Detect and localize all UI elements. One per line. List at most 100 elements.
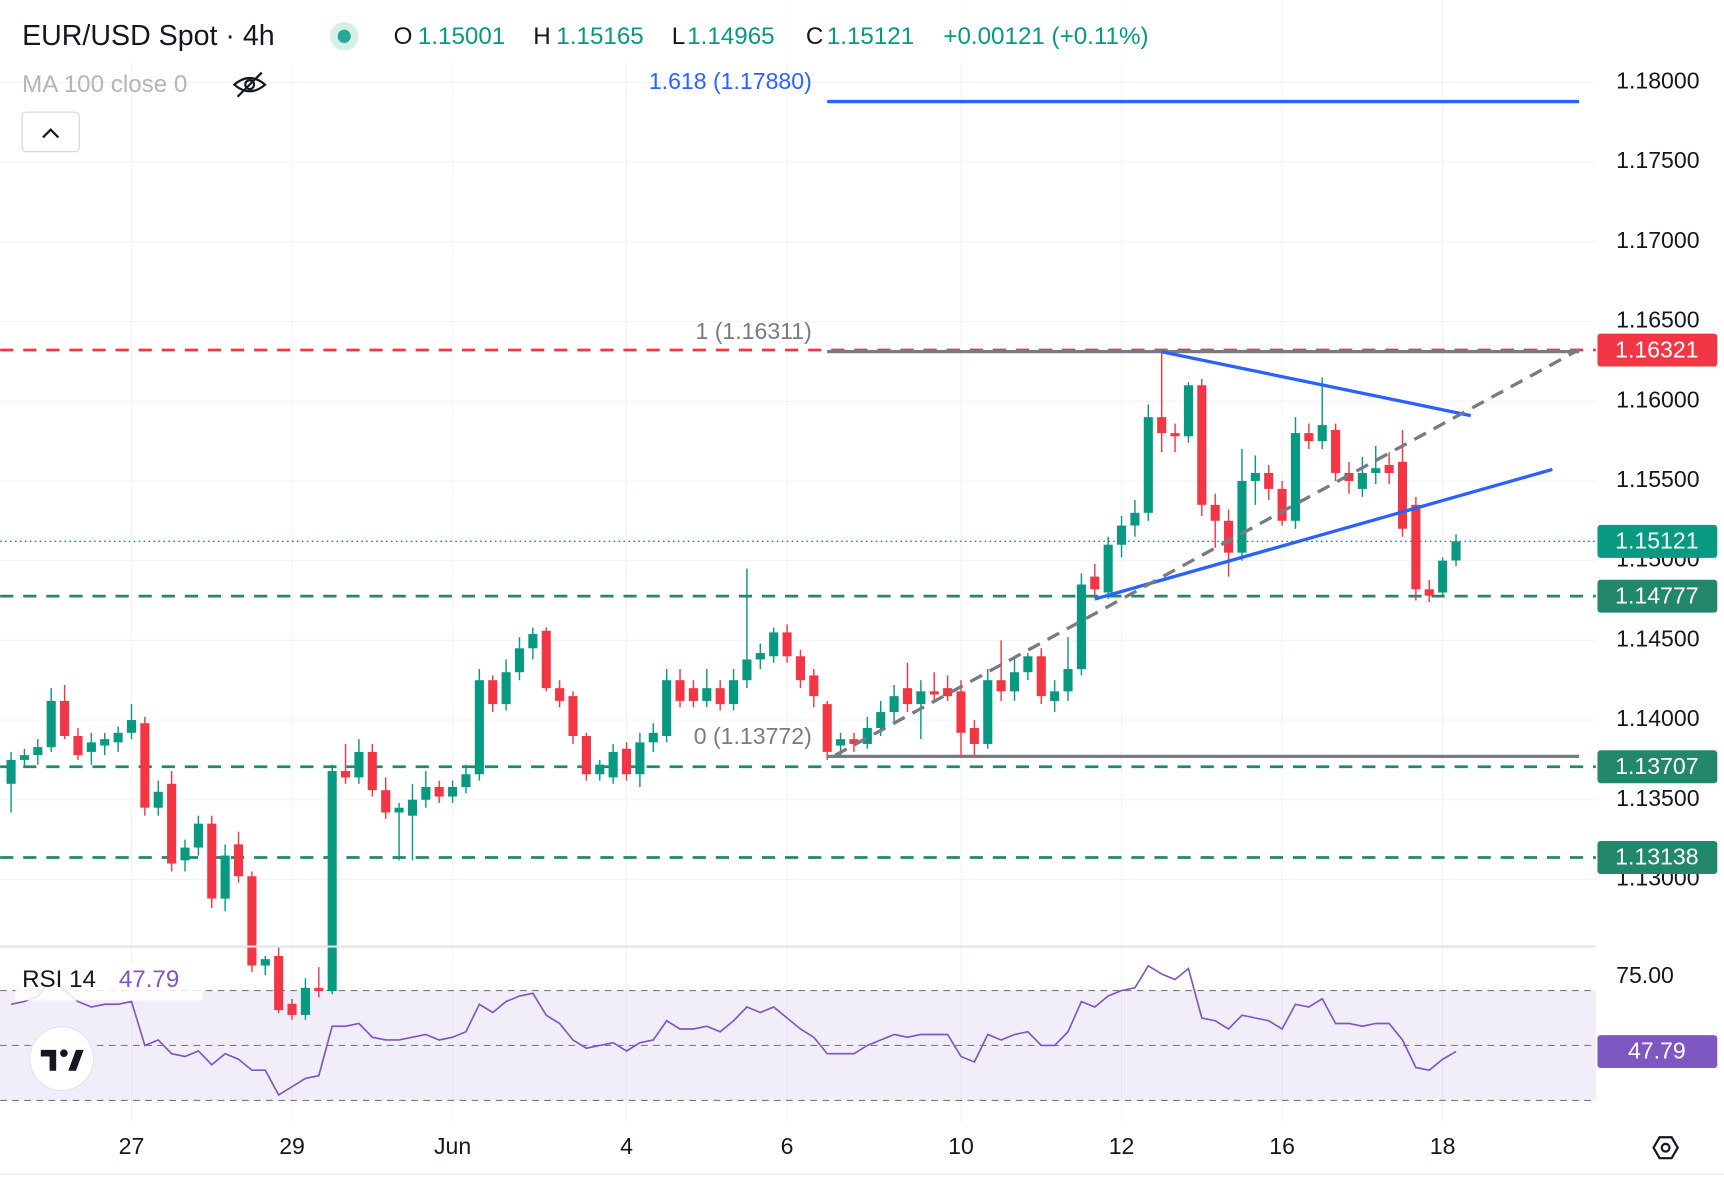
candle-body [488, 680, 498, 705]
candle-body [1317, 425, 1327, 442]
candle-body [367, 751, 377, 791]
candle-body [1438, 560, 1448, 593]
chevron-up [42, 128, 60, 139]
candle-body [126, 720, 137, 733]
rsi-header-backdrop [15, 963, 203, 1001]
candle-body [595, 764, 605, 775]
candle-body [1371, 468, 1381, 473]
candle-body [702, 688, 712, 701]
candle-body [300, 987, 310, 1015]
candle-body [33, 747, 43, 756]
candle-body [247, 876, 257, 966]
candle-body [809, 675, 819, 697]
candle-body [836, 739, 846, 746]
candle-body [1331, 429, 1341, 473]
candle-body [876, 712, 886, 729]
y-tick-label: 1.13500 [1616, 785, 1699, 811]
candle-body [608, 751, 618, 778]
candle-body [822, 704, 832, 752]
candle-body [1411, 504, 1421, 590]
open-value: 1.15001 [418, 23, 505, 50]
status-dot [337, 29, 351, 43]
candle-body [581, 735, 591, 775]
candle-body [86, 742, 96, 752]
high-value: 1.15165 [556, 23, 643, 50]
close-value: 1.15121 [827, 23, 914, 50]
rsi-line [10, 964, 1457, 1097]
candle-body [354, 751, 364, 778]
candle-body [1304, 433, 1314, 442]
candle-body [635, 742, 645, 775]
x-tick-label: 18 [1430, 1133, 1456, 1159]
candle-body [916, 691, 926, 705]
trendline [1094, 467, 1553, 601]
candle-body [274, 955, 284, 1011]
candle-body [167, 783, 177, 864]
y-tick-label: 1.17000 [1616, 227, 1699, 253]
rsi-tick-label: 75.00 [1616, 962, 1674, 988]
candle-body [220, 855, 230, 899]
candle-body [715, 688, 725, 705]
candle-body [19, 755, 30, 760]
candle-body [1451, 541, 1461, 561]
logo-circle [29, 1026, 95, 1092]
candle-body [1183, 385, 1193, 437]
fib-label: 0 (1.13772) [694, 723, 812, 749]
price-line-badge-bg [1597, 333, 1718, 367]
candle-body [1237, 480, 1247, 553]
candle-body [341, 771, 351, 778]
x-tick-label: Jun [434, 1133, 471, 1159]
low-label: L [672, 23, 685, 50]
fib-label: 1.618 (1.17880) [649, 68, 812, 94]
candle-body [1023, 656, 1033, 673]
x-tick-label: 6 [781, 1133, 794, 1159]
candle-body [474, 680, 484, 775]
candle-body [541, 630, 551, 689]
eye-pupil [244, 79, 256, 91]
candle-body [675, 680, 685, 701]
low-value: 1.14965 [687, 23, 774, 50]
candle-body [929, 691, 939, 695]
candle-body [153, 791, 163, 808]
price-line-badge-bg [1597, 840, 1718, 874]
candle-body [568, 696, 578, 736]
trendline [1161, 350, 1472, 418]
candle-body [742, 659, 752, 681]
last-price-badge: 1.15121 [1615, 528, 1698, 554]
close-label: C [806, 23, 823, 50]
button-frame [21, 111, 80, 153]
header-backdrop [0, 0, 1210, 64]
fib-label: 1 (1.16311) [695, 318, 811, 344]
candle-body [180, 847, 190, 861]
candle-body [889, 696, 899, 713]
candle-body [1143, 417, 1153, 513]
candle-body [996, 680, 1006, 692]
candle-body [1384, 464, 1394, 473]
price-line-badge: 1.14777 [1615, 582, 1698, 608]
candle-body [528, 633, 538, 649]
hide-icon[interactable] [232, 71, 267, 98]
rsi-badge: 47.79 [1628, 1038, 1686, 1064]
candle-body [729, 680, 739, 705]
candle-body [1424, 589, 1434, 596]
candle-body [862, 728, 872, 744]
price-line-badge: 1.13138 [1615, 844, 1698, 870]
candle-body [969, 728, 979, 744]
settings-icon[interactable] [1652, 1136, 1679, 1160]
candle-body [1170, 433, 1180, 437]
candle-body [1009, 672, 1020, 692]
candle-body [421, 786, 431, 800]
x-tick-label: 10 [948, 1133, 974, 1159]
candle-body [1357, 472, 1367, 489]
candle-body [434, 786, 444, 797]
plot-area [0, 0, 1597, 1122]
x-tick-label: 4 [620, 1133, 633, 1159]
candle-body [1197, 385, 1207, 505]
collapse-button[interactable] [21, 111, 80, 153]
eye-slash [236, 71, 263, 98]
rsi-badge-bg [1597, 1035, 1718, 1069]
candle-body [782, 632, 792, 657]
y-tick-label: 1.16000 [1616, 386, 1699, 412]
